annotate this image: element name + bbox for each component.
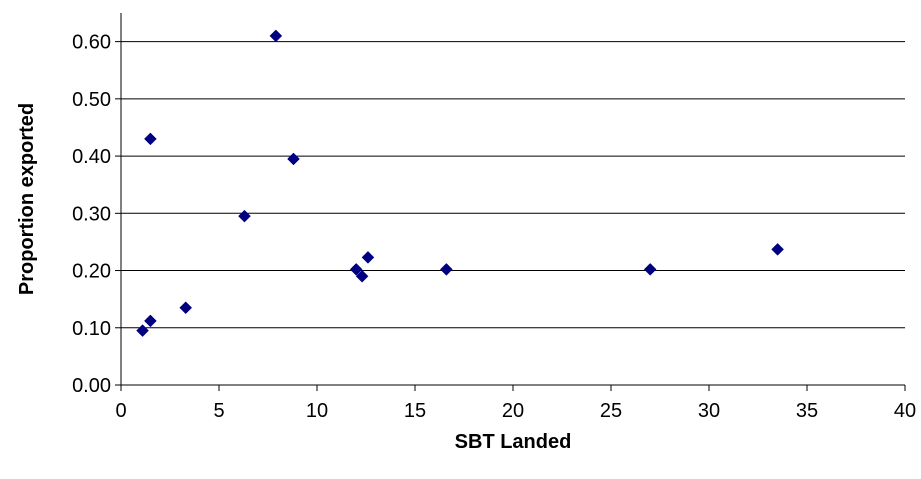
x-tick-label: 5 (213, 400, 224, 422)
x-tick-label: 0 (115, 400, 126, 422)
y-tick-label: 0.00 (72, 375, 111, 397)
gridlines (121, 41, 905, 329)
y-tick-label: 0.40 (72, 146, 111, 168)
y-tick-label: 0.10 (72, 318, 111, 340)
y-tick-label: 0.50 (72, 89, 111, 111)
x-tick-label: 25 (600, 400, 622, 422)
data-point (287, 152, 300, 166)
x-tick-label: 40 (894, 400, 916, 422)
x-tick-label: 20 (502, 400, 524, 422)
data-point (238, 209, 251, 223)
x-axis-ticks: 0 5 10 15 20 25 30 35 40 (115, 385, 916, 422)
data-point (440, 263, 453, 276)
y-axis-ticks: 0.00 0.10 0.20 0.30 0.40 0.50 0.60 (72, 32, 121, 397)
data-point (361, 251, 375, 264)
data-point (269, 29, 283, 43)
data-point (643, 263, 657, 276)
x-tick-label: 30 (698, 400, 720, 422)
y-axis-title: Proportion exported (16, 103, 38, 295)
data-point (144, 314, 157, 328)
data-point (136, 324, 149, 337)
data-point (349, 263, 363, 276)
y-tick-label: 0.20 (72, 261, 111, 283)
x-axis-title: SBT Landed (455, 431, 572, 453)
data-points (136, 29, 784, 337)
y-tick-label: 0.30 (72, 203, 111, 225)
data-point (144, 132, 157, 146)
axes (120, 13, 905, 386)
x-tick-label: 15 (404, 400, 426, 422)
data-point (179, 301, 193, 315)
x-tick-label: 10 (306, 400, 328, 422)
data-point (771, 243, 784, 256)
y-tick-label: 0.60 (72, 32, 111, 54)
x-tick-label: 35 (796, 400, 818, 422)
data-point (355, 269, 369, 283)
